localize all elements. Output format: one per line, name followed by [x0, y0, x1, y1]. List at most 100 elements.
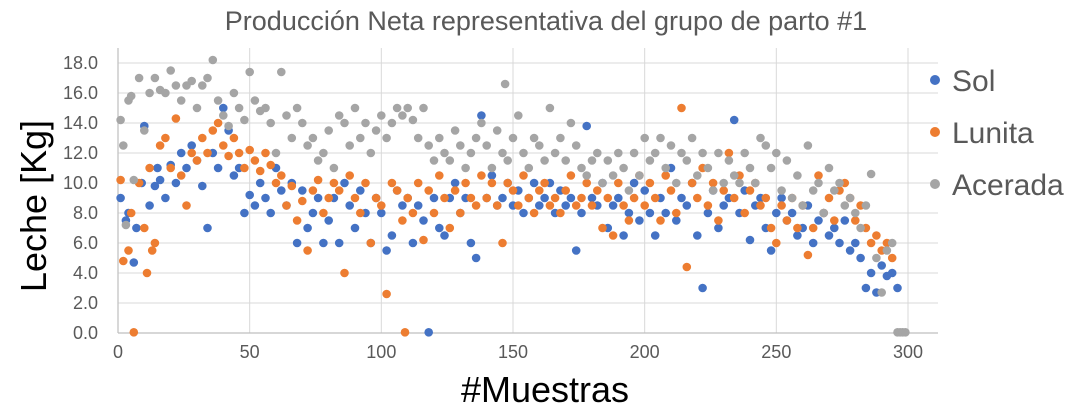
point-lunita: [645, 178, 655, 188]
point-lunita: [603, 193, 613, 203]
point-lunita: [498, 238, 507, 248]
point-acerada: [119, 141, 128, 150]
point-acerada: [545, 103, 555, 113]
point-lunita: [677, 103, 686, 113]
point-acerada: [250, 96, 260, 105]
point-lunita: [887, 253, 897, 263]
point-sol: [772, 208, 781, 218]
point-acerada: [724, 156, 734, 165]
point-sol: [566, 193, 576, 203]
point-acerada: [508, 133, 518, 143]
point-acerada: [866, 169, 876, 179]
point-lunita: [213, 118, 223, 128]
point-acerada: [166, 66, 175, 75]
point-lunita: [808, 223, 818, 233]
point-acerada: [571, 141, 581, 150]
point-lunita: [656, 216, 665, 225]
point-lunita: [224, 151, 233, 161]
point-lunita: [524, 193, 534, 203]
point-lunita: [624, 216, 634, 225]
point-acerada: [561, 156, 570, 165]
x-tick-label: 150: [498, 342, 528, 362]
point-lunita: [377, 201, 386, 210]
point-acerada: [624, 186, 634, 195]
point-acerada: [772, 148, 781, 158]
point-sol: [682, 201, 692, 210]
point-acerada: [761, 141, 771, 150]
point-acerada: [198, 81, 207, 90]
point-sol: [387, 231, 397, 240]
point-lunita: [429, 208, 439, 218]
point-lunita: [382, 289, 391, 299]
point-acerada: [787, 193, 797, 203]
point-lunita: [782, 216, 792, 225]
point-lunita: [793, 223, 802, 233]
point-lunita: [245, 145, 254, 155]
x-tick-label: 50: [240, 342, 260, 362]
point-acerada: [814, 178, 823, 188]
x-tick-label: 200: [630, 342, 660, 362]
point-acerada: [192, 103, 202, 113]
point-lunita: [529, 208, 539, 218]
point-acerada: [145, 88, 154, 98]
point-acerada: [187, 76, 196, 86]
point-acerada: [440, 148, 449, 158]
point-sol: [319, 238, 328, 248]
point-sol: [745, 235, 755, 245]
point-acerada: [661, 163, 670, 173]
point-sol: [334, 238, 344, 248]
point-sol: [614, 193, 623, 203]
point-sol: [640, 186, 649, 195]
point-sol: [356, 186, 365, 195]
point-lunita: [777, 201, 786, 210]
point-acerada: [313, 156, 323, 165]
point-sol: [619, 231, 628, 240]
point-acerada: [224, 121, 233, 131]
point-sol: [677, 193, 686, 203]
point-acerada: [329, 163, 339, 173]
point-acerada: [271, 148, 281, 158]
point-sol: [477, 111, 486, 120]
point-lunita: [319, 208, 328, 218]
point-acerada: [424, 141, 434, 150]
point-lunita: [571, 201, 581, 210]
chart-title: Producción Neta representativa del grupo…: [225, 6, 867, 36]
point-sol: [787, 208, 797, 218]
point-lunita: [661, 171, 670, 180]
point-acerada: [856, 223, 865, 233]
point-acerada: [756, 133, 765, 143]
point-lunita: [277, 171, 286, 180]
point-sol: [182, 163, 191, 173]
point-acerada: [219, 111, 228, 120]
point-lunita: [116, 175, 125, 185]
point-lunita: [313, 175, 323, 185]
data-points: [116, 55, 910, 337]
point-sol: [471, 253, 481, 263]
point-acerada: [519, 148, 528, 158]
point-acerada: [319, 148, 328, 158]
point-lunita: [400, 328, 410, 337]
point-lunita: [176, 171, 186, 180]
point-sol: [887, 268, 897, 278]
point-acerada: [840, 201, 850, 210]
point-lunita: [292, 216, 302, 225]
point-sol: [793, 231, 802, 240]
point-acerada: [666, 141, 676, 150]
point-sol: [698, 283, 707, 293]
tick-labels: 0.0 2.0 4.0 6.0 8.0 10.0 12.0 14.0 16.0 18.0 0 50 10…: [63, 53, 923, 362]
point-acerada: [656, 133, 665, 143]
point-sol: [419, 216, 428, 225]
point-lunita: [198, 133, 207, 143]
point-acerada: [529, 133, 539, 143]
point-lunita: [450, 186, 460, 195]
point-acerada: [292, 103, 302, 113]
point-acerada: [392, 103, 402, 113]
point-lunita: [640, 201, 649, 210]
point-acerada: [150, 73, 160, 83]
point-acerada: [614, 148, 623, 158]
point-lunita: [371, 193, 381, 203]
point-acerada: [693, 171, 702, 180]
point-acerada: [703, 163, 713, 173]
point-sol: [382, 246, 391, 255]
point-acerada: [593, 148, 602, 158]
